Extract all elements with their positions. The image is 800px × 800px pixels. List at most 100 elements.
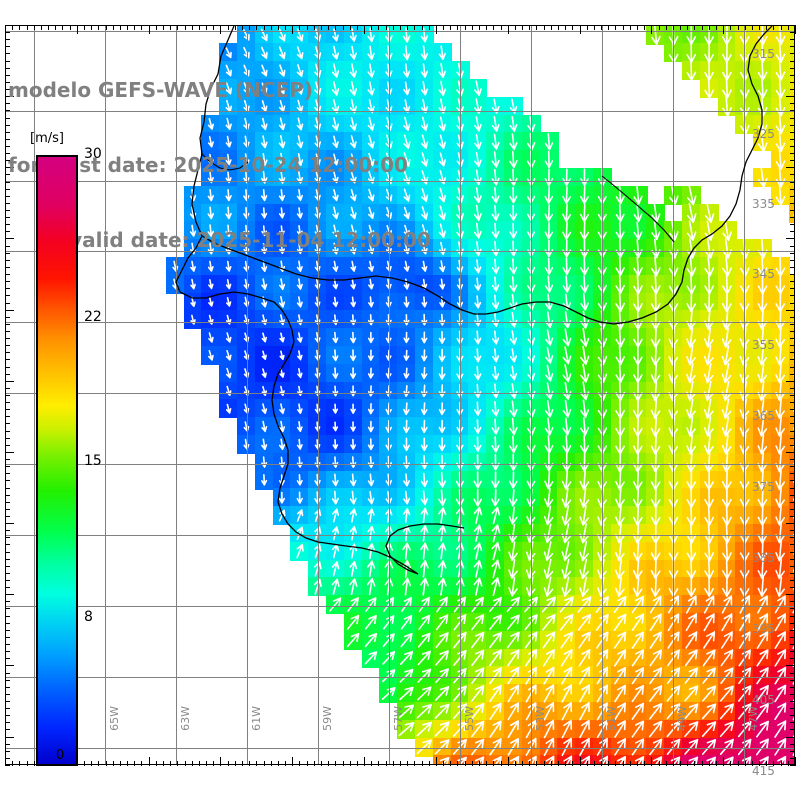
tick	[551, 761, 552, 766]
tick	[786, 96, 795, 97]
tick	[393, 25, 394, 30]
tick	[745, 761, 746, 766]
tick	[228, 25, 229, 30]
tick	[687, 25, 688, 30]
tick	[644, 25, 645, 30]
tick	[443, 761, 444, 766]
tick	[493, 25, 494, 30]
tick	[5, 423, 10, 424]
tick	[790, 139, 795, 140]
tick	[5, 758, 10, 759]
tick	[790, 488, 795, 489]
tick	[790, 281, 795, 282]
tick	[790, 673, 795, 674]
tick	[786, 594, 795, 595]
tick	[429, 761, 430, 766]
tick	[5, 637, 10, 638]
tick	[5, 495, 10, 496]
tick	[790, 537, 795, 538]
tick	[790, 765, 795, 766]
tick	[5, 267, 10, 268]
colorbar-tick-8: 8	[84, 608, 93, 625]
tick	[790, 616, 795, 617]
colorbar-zero-label: 0	[56, 748, 65, 763]
tick	[192, 25, 193, 30]
tick	[249, 761, 250, 766]
tick	[790, 224, 795, 225]
tick	[687, 761, 688, 766]
tick	[249, 25, 250, 30]
tick	[5, 68, 10, 69]
tick	[630, 25, 631, 30]
tick	[5, 680, 10, 681]
tick	[790, 694, 795, 695]
tick	[5, 303, 10, 304]
lat-label-8: 395	[752, 622, 775, 636]
tick	[5, 395, 10, 396]
tick	[213, 25, 214, 30]
tick	[790, 338, 795, 339]
tick	[5, 167, 14, 168]
tick	[790, 82, 795, 83]
tick	[5, 559, 10, 560]
tick	[5, 594, 14, 595]
tick	[529, 25, 530, 30]
tick	[335, 761, 336, 766]
tick	[242, 761, 243, 766]
tick	[242, 25, 243, 30]
tick	[790, 587, 795, 588]
tick	[149, 757, 150, 766]
tick	[5, 224, 10, 225]
colorbar[interactable]	[36, 155, 78, 766]
tick	[436, 25, 437, 34]
tick	[141, 761, 142, 766]
tick	[790, 345, 795, 346]
tick	[371, 25, 372, 30]
tick	[5, 352, 10, 353]
tick	[106, 25, 107, 30]
tick	[666, 761, 667, 766]
tick	[5, 253, 10, 254]
tick	[127, 25, 128, 30]
tick	[644, 761, 645, 766]
tick	[185, 761, 186, 766]
tick	[709, 25, 710, 30]
tick	[5, 338, 10, 339]
tick	[113, 761, 114, 766]
tick	[790, 110, 795, 111]
tick	[786, 737, 795, 738]
tick	[608, 761, 609, 766]
tick	[5, 587, 10, 588]
tick	[91, 25, 92, 30]
tick	[493, 761, 494, 766]
tick	[422, 25, 423, 30]
tick	[790, 480, 795, 481]
tick	[752, 25, 753, 30]
tick	[5, 608, 10, 609]
tick	[393, 761, 394, 766]
tick	[790, 359, 795, 360]
tick	[790, 516, 795, 517]
tick	[786, 310, 795, 311]
map-plot-area[interactable]	[5, 25, 795, 765]
tick	[716, 761, 717, 766]
tick	[786, 381, 795, 382]
tick	[790, 182, 795, 183]
tick	[120, 25, 121, 30]
tick	[790, 89, 795, 90]
tick	[407, 761, 408, 766]
tick	[790, 495, 795, 496]
tick	[623, 761, 624, 766]
tick	[220, 757, 221, 766]
tick	[790, 352, 795, 353]
tick	[773, 25, 774, 30]
tick	[790, 559, 795, 560]
tick	[5, 737, 14, 738]
tick	[5, 623, 10, 624]
tick	[759, 761, 760, 766]
tick	[594, 761, 595, 766]
tick	[790, 473, 795, 474]
tick	[790, 288, 795, 289]
tick	[529, 761, 530, 766]
